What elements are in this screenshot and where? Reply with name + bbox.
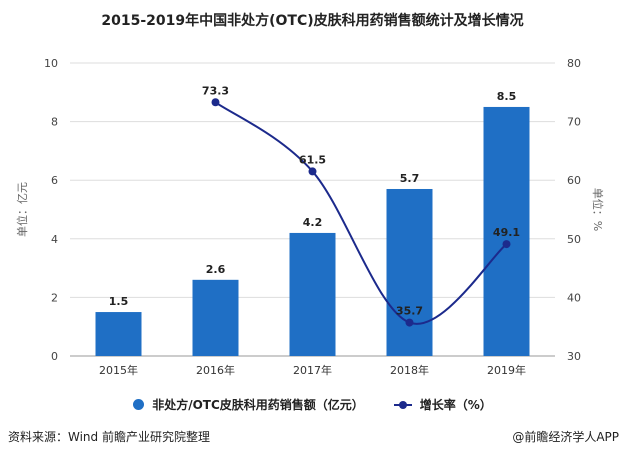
- y2-tick-label: 70: [567, 116, 581, 129]
- line-data-label: 73.3: [202, 84, 229, 97]
- line-data-label: 61.5: [299, 153, 326, 166]
- y-axis-label: 单位：亿元: [15, 182, 29, 237]
- legend: 非处方/OTC皮肤科用药销售额（亿元） 增长率（%）: [0, 396, 625, 413]
- growth-point: [211, 98, 220, 107]
- bar: [483, 106, 530, 356]
- y2-axis-label: 单位：%: [591, 188, 605, 231]
- growth-point: [405, 318, 414, 327]
- y2-tick-label: 40: [567, 291, 581, 304]
- bar: [192, 279, 239, 356]
- bar: [289, 232, 336, 356]
- source-note: 资料来源：Wind 前瞻产业研究院整理: [8, 430, 210, 444]
- y-tick-label: 2: [51, 291, 58, 304]
- line-data-label: 49.1: [493, 226, 520, 239]
- growth-point: [308, 167, 317, 176]
- legend-bar-swatch: [133, 399, 145, 410]
- bar-data-label: 4.2: [303, 216, 323, 229]
- growth-line: [214, 101, 508, 325]
- y-tick-label: 10: [44, 57, 58, 70]
- legend-label-sales: 非处方/OTC皮肤科用药销售额（亿元）: [152, 398, 364, 412]
- legend-line-swatch: [393, 400, 412, 409]
- bar-data-label: 5.7: [400, 172, 420, 185]
- brand-note: @前瞻经济学人APP: [512, 430, 619, 444]
- line-data-label: 35.7: [396, 305, 423, 318]
- x-tick-label: 2019年: [487, 363, 526, 377]
- legend-label-growth: 增长率（%）: [419, 398, 492, 412]
- y-tick-label: 0: [51, 350, 58, 363]
- x-tick-label: 2017年: [293, 363, 332, 377]
- y-tick-label: 6: [51, 174, 58, 187]
- x-tick-label: 2018年: [390, 363, 429, 377]
- bar-data-label: 1.5: [109, 295, 129, 308]
- y-tick-label: 8: [51, 116, 58, 129]
- x-tick-label: 2015年: [99, 363, 138, 377]
- legend-item-growth[interactable]: 增长率（%）: [393, 396, 492, 413]
- legend-item-sales[interactable]: 非处方/OTC皮肤科用药销售额（亿元）: [133, 396, 364, 413]
- y2-tick-label: 50: [567, 233, 581, 246]
- y2-tick-label: 80: [567, 57, 581, 70]
- bar-data-label: 8.5: [497, 90, 517, 103]
- y2-tick-label: 60: [567, 174, 581, 187]
- growth-point: [502, 240, 511, 249]
- chart-title: 2015-2019年中国非处方(OTC)皮肤科用药销售额统计及增长情况: [101, 13, 524, 29]
- bar: [95, 312, 142, 356]
- y2-tick-label: 30: [567, 350, 581, 363]
- y-tick-label: 4: [51, 233, 58, 246]
- x-tick-label: 2016年: [196, 363, 235, 377]
- bar: [386, 188, 433, 356]
- bar-data-label: 2.6: [206, 263, 226, 276]
